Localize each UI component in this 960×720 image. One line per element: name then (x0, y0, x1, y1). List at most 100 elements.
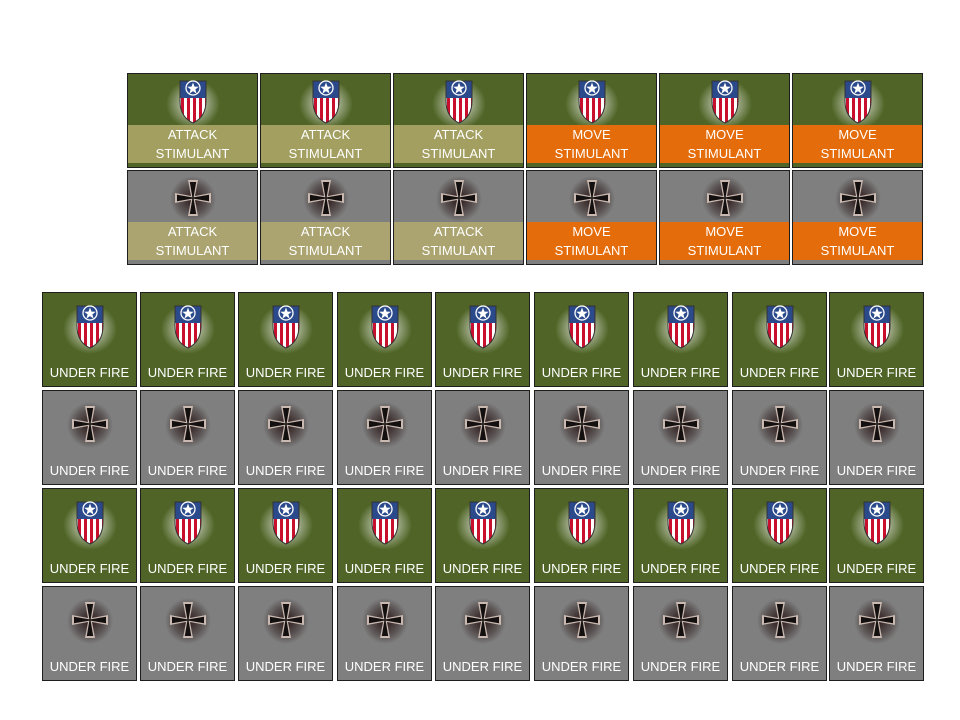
under-fire-counter[interactable]: UNDER FIRE (337, 488, 432, 583)
under-fire-label: UNDER FIRE (344, 365, 425, 380)
us-shield-icon (426, 73, 492, 129)
attack-stimulant-counter[interactable]: ATTACK STIMULANT (260, 170, 391, 265)
under-fire-counter[interactable]: UNDER FIRE (732, 488, 827, 583)
iron-cross-icon (66, 402, 113, 448)
under-fire-label: UNDER FIRE (739, 561, 820, 576)
attack-stimulant-counter[interactable]: ATTACK STIMULANT (260, 73, 391, 168)
under-fire-counter[interactable]: UNDER FIRE (42, 390, 137, 485)
us-shield-icon (450, 298, 516, 354)
under-fire-counter[interactable]: UNDER FIRE (633, 488, 728, 583)
under-fire-counter[interactable]: UNDER FIRE (42, 488, 137, 583)
attack-stimulant-counter[interactable]: ATTACK STIMULANT (127, 73, 258, 168)
us-shield-icon (549, 494, 615, 550)
under-fire-counter[interactable]: UNDER FIRE (435, 586, 530, 681)
label-line-1: ATTACK (300, 224, 351, 239)
label-line-1: ATTACK (433, 127, 484, 142)
under-fire-label: UNDER FIRE (836, 365, 917, 380)
iron-cross-icon (361, 598, 408, 644)
under-fire-label: UNDER FIRE (245, 659, 326, 674)
under-fire-label: UNDER FIRE (739, 659, 820, 674)
under-fire-counter[interactable]: UNDER FIRE (140, 586, 235, 681)
us-shield-icon (293, 73, 359, 129)
under-fire-label: UNDER FIRE (640, 659, 721, 674)
under-fire-counter[interactable]: UNDER FIRE (534, 586, 629, 681)
under-fire-label: UNDER FIRE (640, 463, 721, 478)
under-fire-counter[interactable]: UNDER FIRE (42, 292, 137, 387)
under-fire-counter[interactable]: UNDER FIRE (633, 390, 728, 485)
label-line-2: STIMULANT (421, 146, 496, 161)
under-fire-counter[interactable]: UNDER FIRE (829, 390, 924, 485)
under-fire-counter[interactable]: UNDER FIRE (337, 292, 432, 387)
us-shield-icon (160, 73, 226, 129)
under-fire-counter[interactable]: UNDER FIRE (534, 390, 629, 485)
move-stimulant-label: MOVE STIMULANT (793, 222, 922, 260)
under-fire-label: UNDER FIRE (147, 659, 228, 674)
under-fire-counter[interactable]: UNDER FIRE (534, 292, 629, 387)
under-fire-label: UNDER FIRE (49, 561, 130, 576)
move-stimulant-counter[interactable]: MOVE STIMULANT (659, 170, 790, 265)
under-fire-label: UNDER FIRE (836, 463, 917, 478)
under-fire-counter[interactable]: UNDER FIRE (337, 586, 432, 681)
under-fire-counter[interactable]: UNDER FIRE (435, 488, 530, 583)
iron-cross-icon (558, 598, 605, 644)
under-fire-label: UNDER FIRE (49, 365, 130, 380)
iron-cross-icon (756, 598, 803, 644)
label-line-2: STIMULANT (155, 146, 230, 161)
label-line-1: ATTACK (433, 224, 484, 239)
under-fire-label: UNDER FIRE (344, 463, 425, 478)
label-line-2: STIMULANT (820, 243, 895, 258)
under-fire-counter[interactable]: UNDER FIRE (633, 586, 728, 681)
under-fire-counter[interactable]: UNDER FIRE (732, 292, 827, 387)
move-stimulant-counter[interactable]: MOVE STIMULANT (526, 73, 657, 168)
move-stimulant-counter[interactable]: MOVE STIMULANT (792, 73, 923, 168)
label-line-2: STIMULANT (288, 146, 363, 161)
under-fire-counter[interactable]: UNDER FIRE (732, 586, 827, 681)
move-stimulant-counter[interactable]: MOVE STIMULANT (792, 170, 923, 265)
under-fire-counter[interactable]: UNDER FIRE (238, 292, 333, 387)
under-fire-counter[interactable]: UNDER FIRE (829, 586, 924, 681)
under-fire-counter[interactable]: UNDER FIRE (633, 292, 728, 387)
under-fire-label: UNDER FIRE (836, 659, 917, 674)
iron-cross-icon (459, 402, 506, 448)
under-fire-counter[interactable]: UNDER FIRE (140, 292, 235, 387)
under-fire-counter[interactable]: UNDER FIRE (238, 488, 333, 583)
under-fire-label: UNDER FIRE (344, 561, 425, 576)
label-line-2: STIMULANT (155, 243, 230, 258)
under-fire-counter[interactable]: UNDER FIRE (732, 390, 827, 485)
label-line-2: STIMULANT (288, 243, 363, 258)
under-fire-label: UNDER FIRE (245, 561, 326, 576)
under-fire-counter[interactable]: UNDER FIRE (435, 292, 530, 387)
move-stimulant-label: MOVE STIMULANT (793, 125, 922, 163)
under-fire-counter[interactable]: UNDER FIRE (534, 488, 629, 583)
iron-cross-icon (435, 176, 482, 222)
under-fire-counter[interactable]: UNDER FIRE (829, 292, 924, 387)
under-fire-counter[interactable]: UNDER FIRE (140, 390, 235, 485)
under-fire-label: UNDER FIRE (147, 463, 228, 478)
under-fire-counter[interactable]: UNDER FIRE (42, 586, 137, 681)
under-fire-label: UNDER FIRE (442, 365, 523, 380)
move-stimulant-counter[interactable]: MOVE STIMULANT (526, 170, 657, 265)
under-fire-label: UNDER FIRE (49, 463, 130, 478)
attack-stimulant-counter[interactable]: ATTACK STIMULANT (393, 170, 524, 265)
iron-cross-icon (66, 598, 113, 644)
us-shield-icon (747, 298, 813, 354)
under-fire-label: UNDER FIRE (739, 365, 820, 380)
under-fire-counter[interactable]: UNDER FIRE (337, 390, 432, 485)
attack-stimulant-label: ATTACK STIMULANT (261, 125, 390, 163)
under-fire-label: UNDER FIRE (836, 561, 917, 576)
label-line-1: MOVE (705, 127, 744, 142)
under-fire-counter[interactable]: UNDER FIRE (829, 488, 924, 583)
attack-stimulant-counter[interactable]: ATTACK STIMULANT (393, 73, 524, 168)
under-fire-counter[interactable]: UNDER FIRE (238, 586, 333, 681)
iron-cross-icon (657, 598, 704, 644)
move-stimulant-counter[interactable]: MOVE STIMULANT (659, 73, 790, 168)
iron-cross-icon (853, 598, 900, 644)
under-fire-label: UNDER FIRE (245, 463, 326, 478)
iron-cross-icon (756, 402, 803, 448)
under-fire-counter[interactable]: UNDER FIRE (435, 390, 530, 485)
attack-stimulant-counter[interactable]: ATTACK STIMULANT (127, 170, 258, 265)
move-stimulant-label: MOVE STIMULANT (660, 222, 789, 260)
under-fire-counter[interactable]: UNDER FIRE (140, 488, 235, 583)
under-fire-label: UNDER FIRE (541, 659, 622, 674)
under-fire-counter[interactable]: UNDER FIRE (238, 390, 333, 485)
